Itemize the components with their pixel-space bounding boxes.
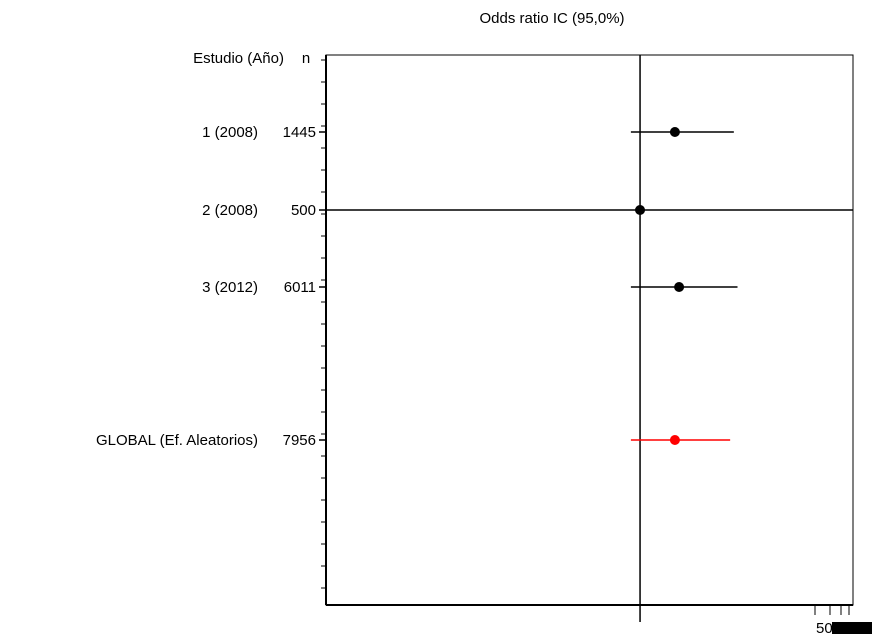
column-header: Estudio (Año) n — [193, 50, 310, 67]
odds-ratio-point — [635, 205, 646, 215]
odds-ratio-point — [669, 435, 680, 445]
left-axis-ticks — [321, 59, 326, 589]
chart-title: Odds ratio IC (95,0%) — [479, 10, 624, 27]
sample-size-label: 1445 — [283, 124, 316, 141]
study-label: GLOBAL (Ef. Aleatorios) — [96, 432, 258, 449]
study-label: 3 (2012) — [202, 279, 258, 296]
study-column-header: Estudio (Año) — [193, 50, 284, 67]
sample-size-label: 6011 — [284, 279, 316, 296]
x-axis-overlapping-labels — [832, 622, 872, 634]
study-row: 1 (2008) 1445 — [202, 124, 734, 141]
sample-size-label: 7956 — [283, 432, 316, 449]
study-label: 2 (2008) — [202, 202, 258, 219]
study-label: 1 (2008) — [202, 124, 258, 141]
study-row: 3 (2012) 6011 — [202, 279, 738, 296]
sample-size-label: 500 — [291, 202, 316, 219]
odds-ratio-point — [669, 127, 680, 137]
bottom-axis-ticks — [814, 606, 850, 615]
study-row: 2 (2008) 500 — [202, 202, 853, 219]
odds-ratio-point — [674, 282, 685, 292]
n-column-header: n — [302, 50, 310, 67]
study-row: GLOBAL (Ef. Aleatorios) 7956 — [96, 432, 731, 449]
plot-frame — [325, 54, 854, 606]
x-axis-tick-label: 50 — [816, 620, 833, 637]
